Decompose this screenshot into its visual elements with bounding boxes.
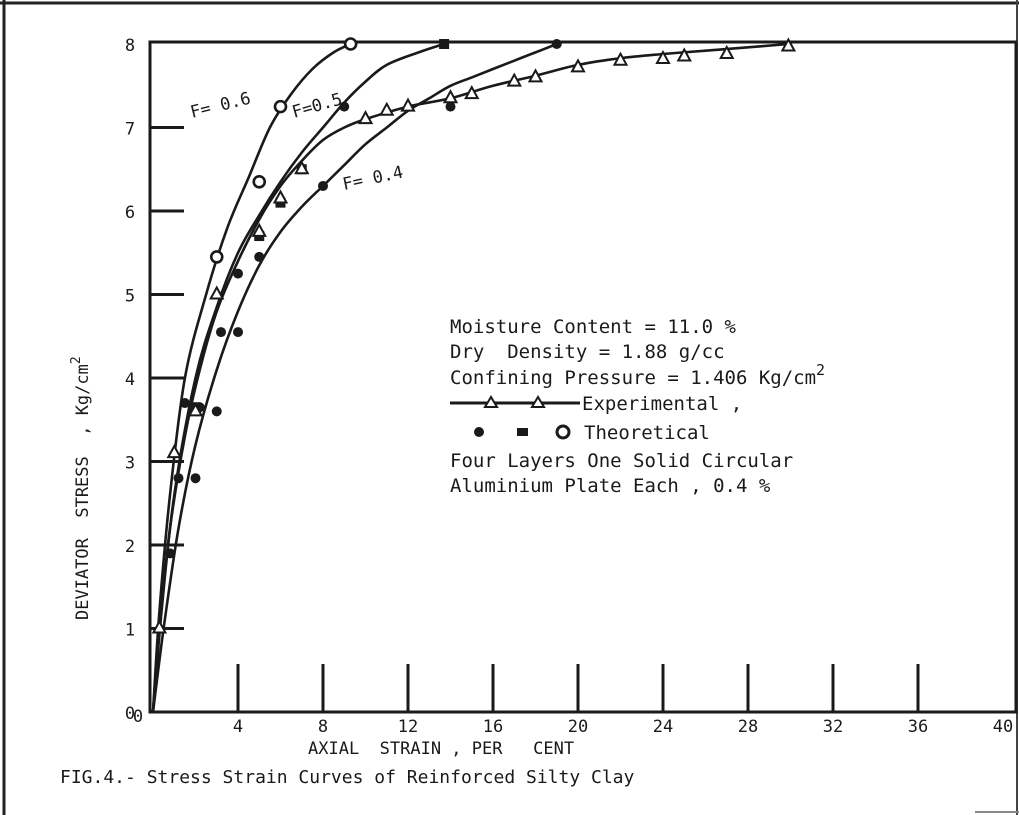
data-point-open-triangle (251, 222, 267, 237)
curves (151, 42, 789, 713)
data-point-open-triangle (527, 68, 544, 83)
markers (151, 37, 797, 634)
legend-moisture: Moisture Content = 11.0 % (450, 316, 737, 338)
data-point-filled-circle (216, 327, 226, 338)
legend: Moisture Content = 11.0 % Dry Density = … (450, 316, 825, 497)
data-point-filled-circle (551, 39, 562, 49)
data-point-open-triangle (570, 58, 586, 73)
data-point-open-triangle (379, 101, 395, 116)
data-point-filled-circle (233, 327, 243, 338)
data-point-filled-circle (211, 406, 222, 417)
y-tick-label: 6 (125, 203, 135, 223)
x-tick-label: 36 (908, 717, 928, 737)
y-axis-title-text: DEVIATOR STRESS , Kg/cm (73, 364, 93, 620)
y-tick-label: 7 (125, 120, 135, 140)
data-point-open-triangle (209, 285, 225, 300)
data-point-open-triangle (612, 51, 629, 66)
legend-theoretical-label: Theoretical (584, 422, 710, 444)
data-point-open-triangle (464, 85, 480, 100)
x-tick-label: 8 (318, 717, 328, 737)
data-point-open-triangle (357, 110, 374, 125)
data-point-filled-square (439, 39, 450, 49)
data-point-open-triangle (676, 47, 692, 62)
curve-label-f06: F= 0.6 (188, 89, 252, 123)
y-tick-label: 3 (125, 454, 135, 474)
series-curve-3 (151, 42, 789, 713)
data-point-open-triangle (655, 49, 671, 65)
origin-tick-label: 0 (133, 707, 143, 727)
data-point-open-triangle (151, 619, 168, 634)
data-point-open-triangle (272, 189, 289, 204)
data-point-open-triangle (506, 72, 522, 87)
data-point-filled-circle (445, 101, 456, 112)
legend-confining-text: Confining Pressure = 1.406 Kg/cm (450, 367, 816, 389)
y-axis-title-group: DEVIATOR STRESS , Kg/cm2 (69, 356, 93, 620)
legend-density: Dry Density = 1.88 g/cc (450, 341, 725, 363)
data-point-filled-circle (339, 101, 350, 112)
data-point-filled-circle (173, 473, 184, 484)
x-tick-label: 16 (483, 717, 503, 737)
legend-confining: Confining Pressure = 1.406 Kg/cm2 (450, 361, 825, 389)
y-tick-label: 5 (125, 287, 135, 307)
x-tick-label: 24 (653, 717, 673, 737)
y-tick-label: 2 (125, 537, 135, 557)
y-axis-title-sup: 2 (69, 356, 84, 364)
y-tick-label: 0 (125, 704, 135, 724)
data-point-open-triangle (294, 160, 310, 175)
legend-theoretical-circle (555, 424, 571, 440)
data-point-filled-circle (318, 180, 328, 191)
legend-plate: Aluminium Plate Each , 0.4 % (450, 475, 771, 497)
legend-theoretical-square (517, 428, 528, 436)
x-tick-label: 12 (398, 717, 418, 737)
curve-label-f05: F=0.5 (290, 89, 345, 122)
legend-experimental-triangle-2 (530, 395, 546, 408)
legend-experimental-triangle-1 (483, 395, 499, 408)
x-axis-title: AXIAL STRAIN , PER CENT (308, 739, 574, 759)
legend-experimental-label: Experimental , (582, 393, 742, 415)
y-tick-label: 4 (125, 370, 135, 390)
legend-theoretical-dot (474, 427, 484, 437)
data-point-open-triangle (400, 97, 416, 112)
data-point-filled-circle (254, 251, 265, 262)
y-tick-label: 8 (125, 36, 135, 56)
y-tick-label: 1 (125, 621, 135, 641)
data-point-open-triangle (187, 402, 204, 417)
data-point-open-circle (252, 174, 267, 189)
curve-label-f04: F= 0.4 (341, 163, 405, 195)
figure-caption: FIG.4.- Stress Strain Curves of Reinforc… (60, 767, 635, 788)
data-point-open-circle (273, 99, 288, 114)
x-tick-label: 40 (993, 717, 1013, 737)
data-point-filled-circle (179, 398, 190, 409)
data-point-open-circle (343, 37, 358, 51)
data-point-open-circle (209, 250, 224, 264)
legend-confining-sup: 2 (816, 361, 825, 379)
series-curve-2 (151, 42, 558, 713)
y-axis-title: DEVIATOR STRESS , Kg/cm2 (69, 356, 93, 620)
data-point-filled-circle (165, 548, 175, 559)
data-point-open-triangle (719, 44, 735, 60)
series-curve-0 (151, 42, 352, 713)
data-point-filled-circle (233, 268, 243, 279)
data-point-open-triangle (442, 89, 459, 104)
data-point-open-triangle (166, 444, 182, 459)
legend-layers: Four Layers One Solid Circular (450, 450, 793, 472)
data-point-open-triangle (780, 37, 797, 52)
x-tick-label: 28 (738, 717, 758, 737)
data-point-filled-circle (190, 473, 201, 484)
x-tick-label: 4 (233, 717, 243, 737)
x-tick-label: 20 (568, 717, 588, 737)
x-tick-label: 32 (823, 717, 843, 737)
